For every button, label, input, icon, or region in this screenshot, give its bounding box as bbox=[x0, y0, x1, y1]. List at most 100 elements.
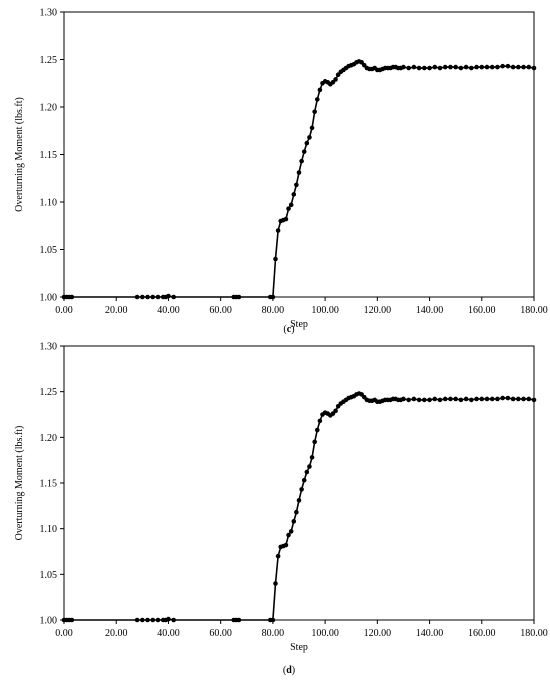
data-point bbox=[422, 65, 427, 71]
x-tick-label: 40.00 bbox=[157, 305, 180, 316]
y-tick-label: 1.15 bbox=[40, 479, 58, 490]
data-point bbox=[510, 396, 516, 402]
data-point bbox=[288, 202, 294, 208]
data-point bbox=[401, 64, 406, 70]
x-tick-label: 80.00 bbox=[262, 305, 285, 316]
data-point bbox=[442, 396, 448, 402]
y-tick-label: 1.15 bbox=[40, 150, 58, 161]
x-tick-label: 80.00 bbox=[262, 628, 285, 639]
y-tick-label: 1.00 bbox=[40, 616, 58, 627]
data-point bbox=[299, 158, 304, 164]
data-point bbox=[304, 140, 310, 146]
data-point bbox=[474, 64, 479, 70]
x-tick-label: 180.00 bbox=[520, 305, 548, 316]
y-tick-label: 1.30 bbox=[40, 8, 58, 19]
data-point bbox=[283, 542, 289, 548]
data-point bbox=[489, 396, 495, 402]
data-point bbox=[275, 228, 281, 233]
chart-d: 0.00 20.00 40.00 60.00 80.00 100.00 120.00 140.… bbox=[14, 342, 548, 677]
data-point bbox=[474, 396, 479, 402]
data-point bbox=[309, 125, 315, 131]
data-point bbox=[463, 64, 469, 70]
data-point bbox=[406, 65, 411, 71]
data-point bbox=[270, 294, 276, 300]
y-tick-label: 1.25 bbox=[40, 387, 58, 398]
data-point bbox=[166, 616, 171, 622]
x-tick-label: 40.00 bbox=[157, 628, 180, 639]
data-point bbox=[432, 396, 438, 402]
data-point bbox=[484, 396, 490, 402]
data-point bbox=[134, 617, 140, 623]
data-point bbox=[526, 396, 532, 402]
x-tick-label: 180.00 bbox=[520, 628, 548, 639]
data-point bbox=[307, 464, 312, 469]
x-tick-label: 100.00 bbox=[311, 628, 339, 639]
data-point bbox=[145, 294, 150, 300]
x-tick-label: 20.00 bbox=[105, 628, 128, 639]
data-point bbox=[140, 617, 145, 623]
data-point bbox=[155, 294, 161, 300]
y-tick-label: 1.20 bbox=[40, 103, 58, 114]
data-point bbox=[489, 64, 495, 70]
y-tick-label: 1.00 bbox=[40, 293, 58, 304]
data-point bbox=[500, 63, 505, 69]
x-tick-label: 20.00 bbox=[105, 305, 128, 316]
data-point bbox=[484, 64, 490, 70]
data-point bbox=[291, 192, 297, 197]
data-point bbox=[69, 617, 75, 623]
data-point bbox=[171, 617, 176, 623]
data-point bbox=[521, 64, 526, 70]
x-axis-title: Step bbox=[290, 319, 308, 330]
x-axis-title: Step bbox=[290, 642, 308, 653]
caption-d: (d) bbox=[283, 665, 295, 676]
data-point bbox=[521, 396, 526, 402]
data-point bbox=[286, 532, 291, 538]
data-point bbox=[416, 65, 422, 71]
data-point bbox=[495, 64, 500, 70]
x-tick-label: 140.00 bbox=[416, 305, 444, 316]
data-point bbox=[236, 617, 242, 623]
x-tick-label: 120.00 bbox=[364, 628, 392, 639]
data-point bbox=[479, 64, 485, 70]
data-point bbox=[145, 617, 150, 623]
data-point bbox=[312, 439, 317, 445]
chart-c: 0.00 20.00 40.00 60.00 80.00 100.00 120.00 140.… bbox=[14, 8, 548, 336]
data-point bbox=[505, 63, 511, 69]
plot-frame bbox=[63, 11, 535, 298]
data-point bbox=[516, 64, 521, 70]
data-point bbox=[288, 529, 294, 534]
y-axis-title: Overturning Moment (lbs.ft) bbox=[14, 426, 25, 541]
data-point bbox=[309, 455, 315, 460]
data-point bbox=[442, 64, 448, 70]
data-point bbox=[283, 216, 289, 222]
data-point bbox=[401, 396, 406, 402]
data-point bbox=[155, 617, 161, 623]
plot-frame bbox=[63, 345, 535, 621]
series-line bbox=[64, 60, 535, 298]
data-point bbox=[422, 397, 427, 403]
data-point bbox=[314, 97, 320, 102]
data-point bbox=[273, 581, 278, 586]
data-point bbox=[69, 294, 75, 300]
series-line bbox=[64, 392, 535, 621]
data-point bbox=[294, 509, 299, 515]
data-point bbox=[505, 395, 511, 401]
data-point bbox=[312, 109, 317, 115]
x-tick-label: 140.00 bbox=[416, 628, 444, 639]
data-point bbox=[406, 397, 411, 403]
data-point bbox=[531, 65, 537, 71]
data-point bbox=[500, 395, 505, 401]
data-point bbox=[291, 519, 297, 524]
data-point bbox=[294, 182, 299, 188]
x-tick-label: 0.00 bbox=[55, 305, 73, 316]
data-point bbox=[469, 397, 474, 403]
data-point bbox=[296, 498, 302, 503]
data-point bbox=[495, 396, 500, 402]
data-point bbox=[516, 396, 521, 402]
data-point bbox=[479, 396, 485, 402]
y-tick-label: 1.05 bbox=[40, 570, 58, 581]
x-tick-label: 160.00 bbox=[468, 628, 496, 639]
data-point bbox=[317, 418, 323, 424]
y-axis-title: Overturning Moment (lbs.ft) bbox=[14, 97, 25, 212]
